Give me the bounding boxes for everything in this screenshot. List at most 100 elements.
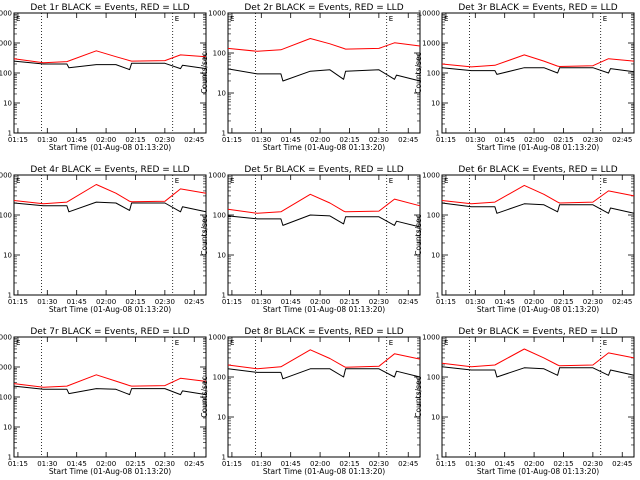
y-tick-label: 100: [0, 70, 12, 78]
detector-panel: Det 2r BLACK = Events, RED = LLD 1 10 100 10…: [200, 3, 421, 152]
x-tick-label: 02:15: [339, 460, 359, 468]
y-tick-label: 1: [436, 292, 440, 300]
lld-series-line: [13, 50, 207, 64]
y-tick-label: 1000: [422, 172, 440, 180]
x-tick-label: 02:00: [524, 298, 544, 306]
panel-title: Det 6r BLACK = Events, RED = LLD: [458, 165, 617, 175]
y-tick-label: 1000: [0, 364, 12, 372]
x-tick-label: 02:00: [310, 136, 330, 144]
y-axis-label: Counts/sec: [200, 214, 209, 255]
marker-label: E: [230, 339, 234, 347]
x-tick-label: 01:30: [465, 298, 485, 306]
plot-frame: [441, 174, 635, 296]
panel-title: Det 1r BLACK = Events, RED = LLD: [30, 3, 189, 13]
x-tick-label: 02:30: [583, 136, 603, 144]
y-tick-label: 1000: [422, 40, 440, 48]
x-tick-label: 02:00: [96, 136, 116, 144]
plot-frame: [227, 336, 421, 458]
x-tick-label: 02:45: [184, 460, 204, 468]
detector-panel: Det 5r BLACK = Events, RED = LLD 1 10 100 10…: [200, 165, 421, 314]
marker-label: E: [444, 15, 448, 23]
y-tick-label: 10000: [0, 334, 12, 342]
marker-label: E: [175, 339, 179, 347]
x-tick-label: 02:30: [155, 136, 175, 144]
x-tick-label: 02:45: [398, 298, 418, 306]
panel-title: Det 7r BLACK = Events, RED = LLD: [30, 327, 189, 337]
x-tick-label: 02:00: [96, 460, 116, 468]
x-tick-label: 02:30: [583, 460, 603, 468]
y-tick-label: 10: [217, 90, 226, 98]
x-tick-label: 02:45: [398, 460, 418, 468]
y-tick-label: 100: [0, 212, 12, 220]
x-tick-label: 02:00: [524, 136, 544, 144]
detector-panel: Det 8r BLACK = Events, RED = LLD 1 10 100 10…: [200, 327, 421, 476]
lld-series-line: [13, 374, 207, 388]
y-tick-label: 10: [217, 414, 226, 422]
marker-label: E: [389, 177, 393, 185]
x-axis-label: Start Time (01-Aug-08 01:13:20): [49, 143, 171, 152]
y-tick-label: 1: [222, 292, 226, 300]
x-tick-label: 01:15: [222, 460, 242, 468]
y-tick-label: 100: [213, 50, 226, 58]
lld-series-line: [441, 184, 635, 205]
x-tick-label: 02:30: [155, 298, 175, 306]
marker-label: E: [16, 15, 20, 23]
y-tick-label: 1: [222, 454, 226, 462]
x-tick-label: 02:15: [125, 298, 145, 306]
plot-frame: [13, 336, 207, 458]
plot-frame: [441, 336, 635, 458]
x-tick-label: 02:30: [583, 298, 603, 306]
y-tick-label: 1000: [0, 172, 12, 180]
x-tick-label: 01:30: [251, 298, 271, 306]
x-tick-label: 02:15: [125, 460, 145, 468]
y-tick-label: 10: [431, 100, 440, 108]
y-tick-label: 1000: [422, 334, 440, 342]
marker-label: E: [230, 15, 234, 23]
panel-title: Det 9r BLACK = Events, RED = LLD: [458, 327, 617, 337]
panel-title: Det 2r BLACK = Events, RED = LLD: [244, 3, 403, 13]
y-tick-label: 10: [431, 414, 440, 422]
y-tick-label: 10: [3, 252, 12, 260]
marker-label: E: [603, 15, 607, 23]
y-axis-label: Counts/sec: [200, 52, 209, 93]
y-tick-label: 10: [217, 252, 226, 260]
x-tick-label: 02:45: [184, 298, 204, 306]
x-tick-label: 02:30: [155, 460, 175, 468]
events-series-line: [227, 368, 421, 380]
events-series-line: [13, 201, 207, 213]
x-tick-label: 01:30: [37, 460, 57, 468]
x-tick-label: 02:45: [398, 136, 418, 144]
y-tick-label: 1: [222, 130, 226, 138]
panel-title: Det 5r BLACK = Events, RED = LLD: [244, 165, 403, 175]
x-axis-label: Start Time (01-Aug-08 01:13:20): [49, 305, 171, 314]
x-tick-label: 01:30: [465, 460, 485, 468]
y-tick-label: 1000: [208, 10, 226, 18]
x-tick-label: 01:45: [281, 298, 301, 306]
panel-title: Det 3r BLACK = Events, RED = LLD: [458, 3, 617, 13]
x-tick-label: 01:15: [222, 298, 242, 306]
x-tick-label: 01:30: [37, 298, 57, 306]
marker-label: E: [444, 339, 448, 347]
detector-panel: Det 6r BLACK = Events, RED = LLD 1 10 100 10…: [414, 165, 635, 314]
y-tick-label: 1000: [0, 40, 12, 48]
x-tick-label: 01:15: [436, 460, 456, 468]
panel-title: Det 4r BLACK = Events, RED = LLD: [30, 165, 189, 175]
x-axis-label: Start Time (01-Aug-08 01:13:20): [263, 467, 385, 476]
x-tick-label: 02:30: [369, 136, 389, 144]
y-tick-label: 100: [427, 70, 440, 78]
y-tick-label: 10000: [0, 10, 12, 18]
marker-label: E: [444, 177, 448, 185]
x-tick-label: 02:15: [553, 136, 573, 144]
x-tick-label: 02:45: [184, 136, 204, 144]
marker-label: E: [603, 177, 607, 185]
lld-series-line: [227, 349, 421, 370]
y-tick-label: 1000: [208, 334, 226, 342]
y-tick-label: 1: [436, 130, 440, 138]
marker-label: E: [175, 177, 179, 185]
lld-series-line: [13, 184, 207, 205]
x-tick-label: 01:30: [465, 136, 485, 144]
plot-frame: [441, 12, 635, 134]
x-tick-label: 01:45: [281, 460, 301, 468]
x-tick-label: 01:45: [67, 136, 87, 144]
x-tick-label: 01:30: [251, 460, 271, 468]
